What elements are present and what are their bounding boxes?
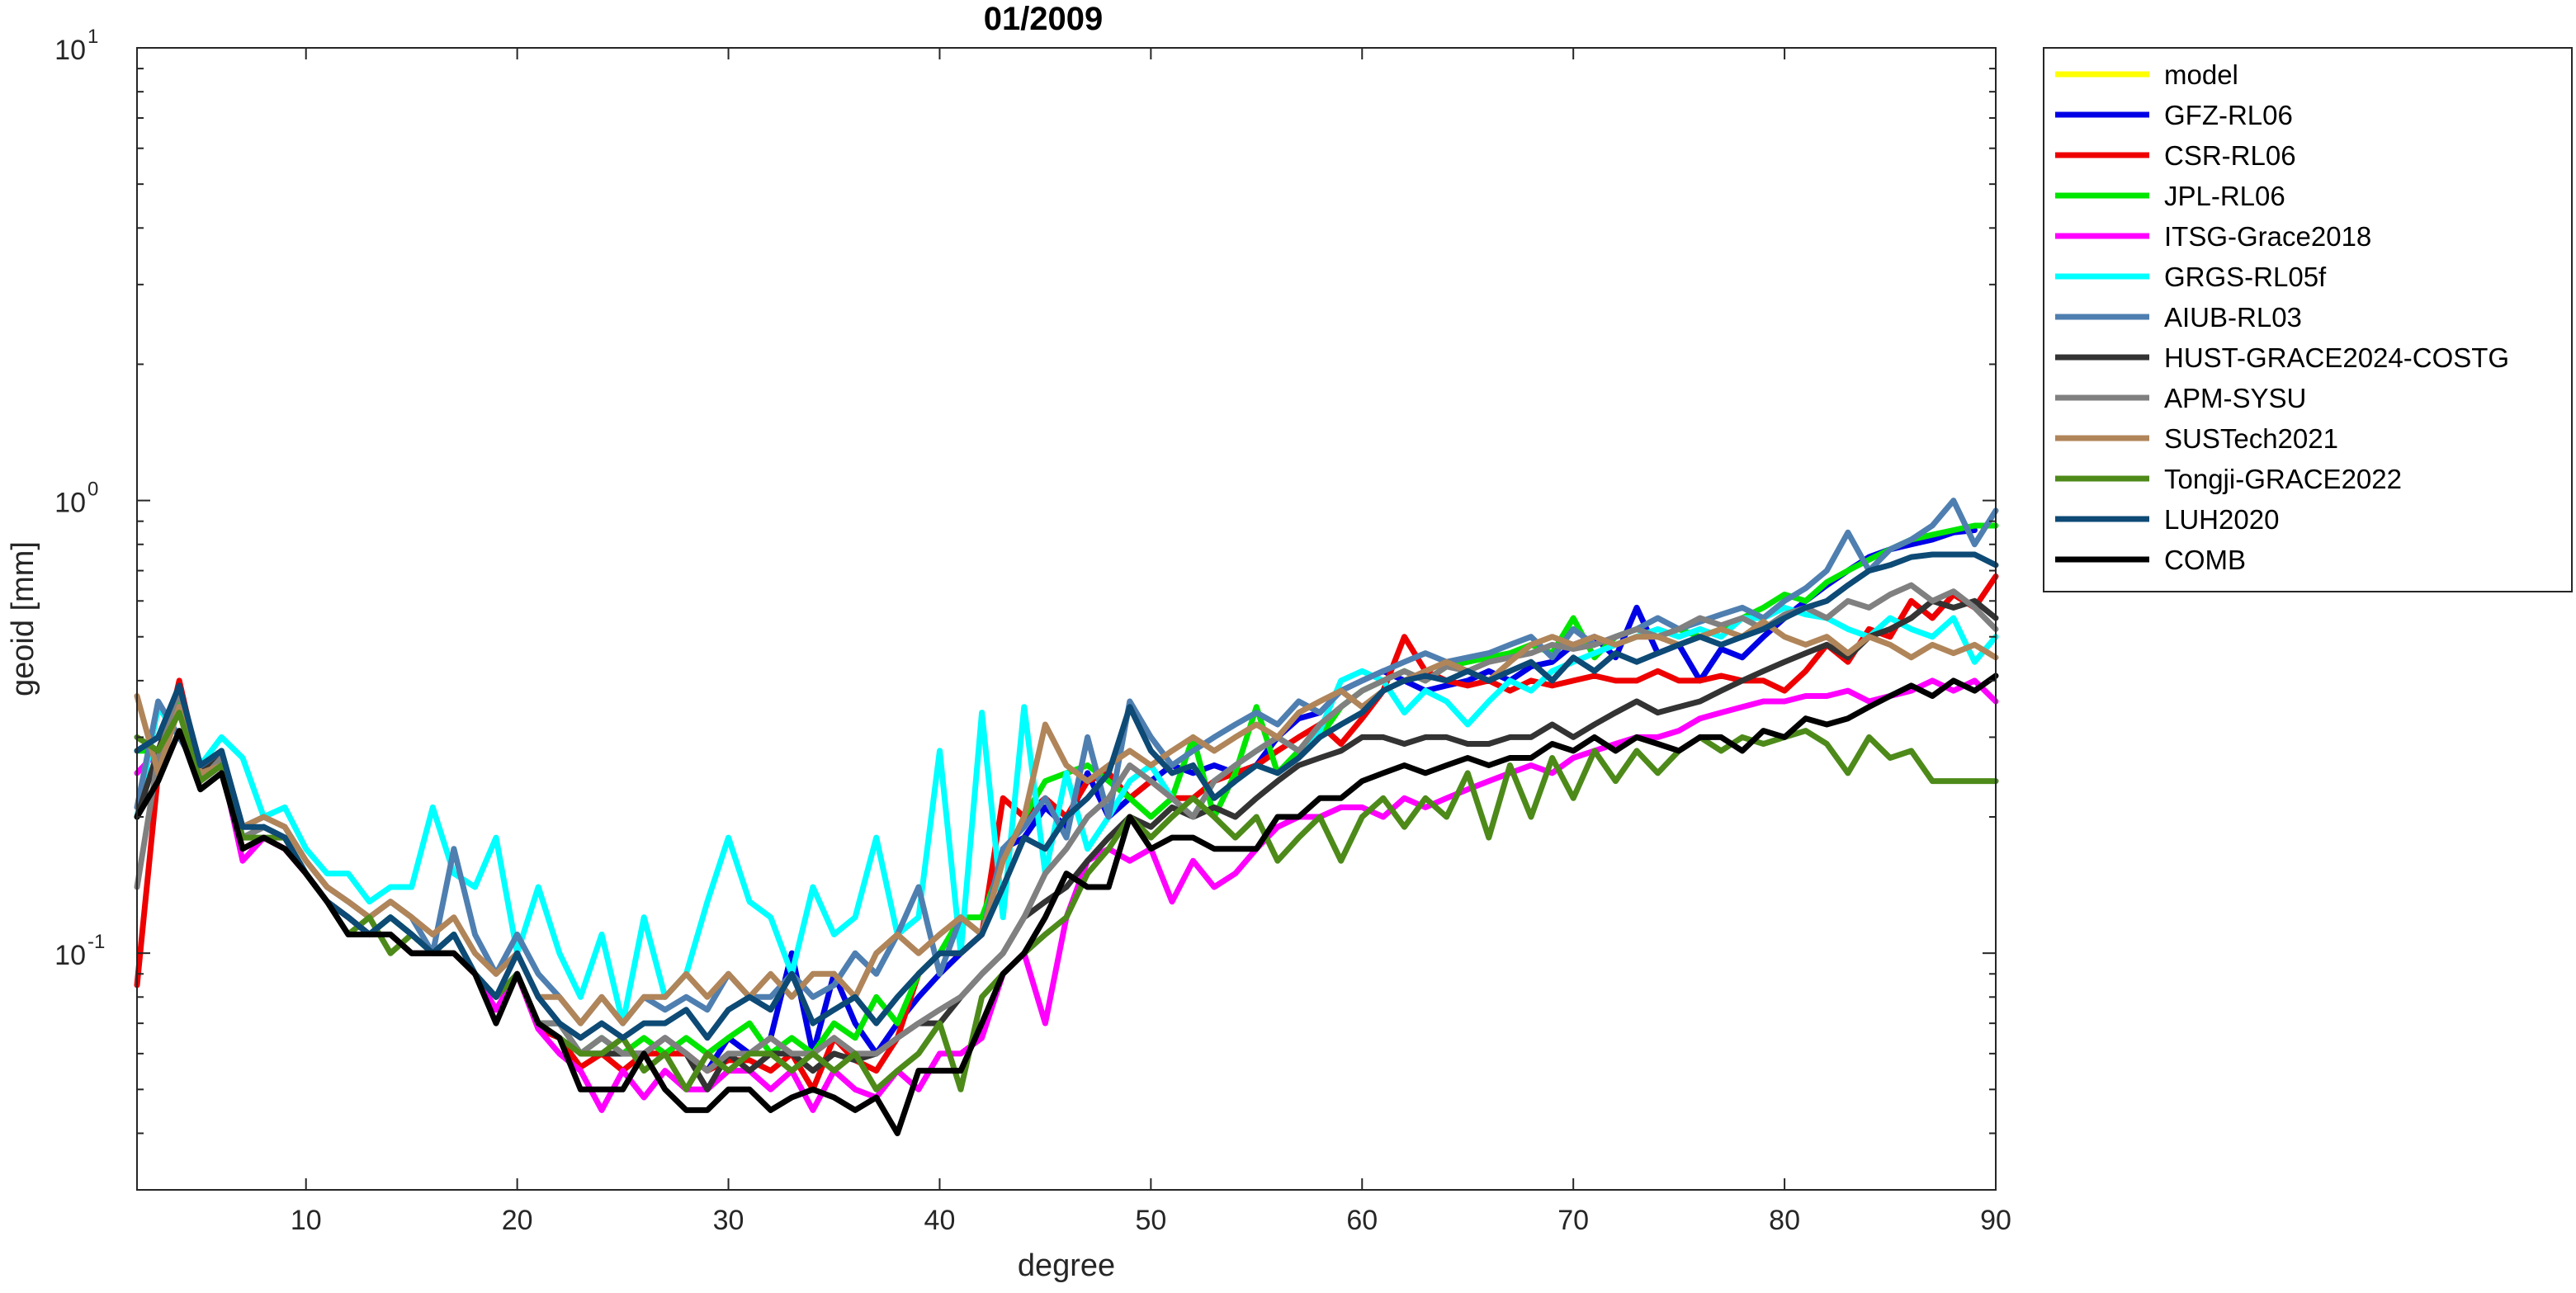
legend-entry: model [2055, 59, 2238, 90]
x-tick-label: 80 [1769, 1205, 1800, 1236]
x-tick-label: 40 [924, 1205, 956, 1236]
legend-label: HUST-GRACE2024-COSTG [2164, 342, 2509, 373]
x-tick-label: 90 [1980, 1205, 2011, 1236]
y-tick-base: 10 [54, 488, 86, 519]
x-tick-label: 20 [502, 1205, 533, 1236]
x-tick-label: 10 [291, 1205, 322, 1236]
y-tick-exponent: -1 [87, 931, 105, 953]
x-axis: 10 20 30 40 50 60 70 80 90 [291, 48, 2011, 1236]
x-tick-label: 30 [713, 1205, 744, 1236]
legend-label: GFZ-RL06 [2164, 100, 2293, 130]
legend-entry: HUST-GRACE2024-COSTG [2055, 342, 2509, 373]
legend-label: CSR-RL06 [2164, 140, 2296, 171]
legend-label: Tongji-GRACE2022 [2164, 464, 2402, 494]
plot-background [137, 48, 1996, 1190]
legend-items: model GFZ-RL06 CSR-RL06 JPL-RL06 ITSG-Grace2… [2055, 59, 2509, 575]
legend-entry: JPL-RL06 [2055, 181, 2285, 211]
legend-entry: CSR-RL06 [2055, 140, 2296, 171]
legend-entry: GRGS-RL05f [2055, 262, 2327, 292]
legend-entry: GFZ-RL06 [2055, 100, 2293, 130]
y-axis-label: geoid [mm] [6, 541, 40, 696]
legend-label: SUSTech2021 [2164, 423, 2338, 454]
legend-label: COMB [2164, 545, 2246, 575]
legend-label: AIUB-RL03 [2164, 302, 2302, 333]
series-line-comb [134, 672, 1999, 1136]
legend-label: ITSG-Grace2018 [2164, 221, 2371, 252]
legend-entry: ITSG-Grace2018 [2055, 221, 2371, 252]
x-tick-label: 50 [1135, 1205, 1166, 1236]
plot-frame [136, 47, 1997, 1191]
legend: model GFZ-RL06 CSR-RL06 JPL-RL06 ITSG-Grace2… [2043, 47, 2573, 592]
legend-label: LUH2020 [2164, 504, 2279, 535]
x-tick-label: 70 [1557, 1205, 1589, 1236]
y-tick-base: 10 [54, 35, 86, 66]
x-axis-label: degree [1018, 1248, 1115, 1283]
legend-entry: AIUB-RL03 [2055, 302, 2302, 333]
y-tick-label: 10 -1 [54, 931, 105, 971]
x-tick-label: 60 [1346, 1205, 1378, 1236]
y-tick-label: 10 1 [54, 26, 98, 66]
legend-entry: Tongji-GRACE2022 [2055, 464, 2402, 494]
y-tick-base: 10 [54, 940, 86, 971]
series-layer [134, 498, 1999, 1136]
y-tick-label: 10 0 [54, 479, 98, 519]
legend-entry: SUSTech2021 [2055, 423, 2338, 454]
chart-title: 01/2009 [984, 1, 1104, 37]
legend-label: APM-SYSU [2164, 383, 2306, 413]
legend-entry: COMB [2055, 545, 2246, 575]
legend-entry: LUH2020 [2055, 504, 2279, 535]
legend-label: model [2164, 59, 2238, 90]
y-tick-exponent: 1 [87, 26, 98, 48]
series-line-luh2020 [134, 551, 1999, 1041]
legend-label: GRGS-RL05f [2164, 262, 2327, 292]
legend-entry: APM-SYSU [2055, 383, 2306, 413]
y-tick-exponent: 0 [87, 479, 98, 501]
legend-label: JPL-RL06 [2164, 181, 2285, 211]
series-line-grgs-rl05f [134, 604, 1999, 1026]
